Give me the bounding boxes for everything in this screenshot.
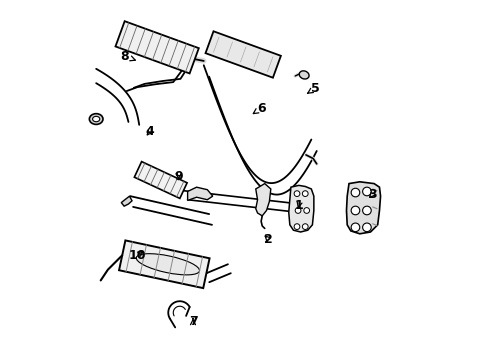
Ellipse shape <box>93 116 100 122</box>
Polygon shape <box>122 196 132 206</box>
Polygon shape <box>188 187 213 201</box>
Ellipse shape <box>295 208 301 213</box>
Text: 1: 1 <box>294 199 303 212</box>
Text: 3: 3 <box>368 188 377 201</box>
Ellipse shape <box>294 191 300 197</box>
Text: 8: 8 <box>121 50 135 63</box>
Ellipse shape <box>302 224 308 229</box>
Text: 9: 9 <box>174 170 183 183</box>
Ellipse shape <box>294 224 300 229</box>
Ellipse shape <box>363 206 371 215</box>
Polygon shape <box>116 21 199 73</box>
Ellipse shape <box>351 188 360 197</box>
Polygon shape <box>346 182 381 234</box>
Ellipse shape <box>363 223 371 231</box>
Ellipse shape <box>136 254 199 275</box>
Text: 6: 6 <box>253 102 266 115</box>
Ellipse shape <box>351 206 360 215</box>
Polygon shape <box>289 185 314 232</box>
Ellipse shape <box>304 208 310 213</box>
Polygon shape <box>134 162 187 198</box>
Ellipse shape <box>299 71 309 79</box>
Text: 4: 4 <box>146 125 154 138</box>
Text: 5: 5 <box>308 82 319 95</box>
Ellipse shape <box>351 223 360 231</box>
Polygon shape <box>119 240 210 288</box>
Polygon shape <box>205 31 281 78</box>
Ellipse shape <box>363 187 371 196</box>
Ellipse shape <box>89 114 103 125</box>
Text: 10: 10 <box>129 249 146 262</box>
Ellipse shape <box>302 191 308 197</box>
Text: 7: 7 <box>189 315 197 328</box>
Text: 2: 2 <box>264 233 272 246</box>
Polygon shape <box>256 184 271 216</box>
